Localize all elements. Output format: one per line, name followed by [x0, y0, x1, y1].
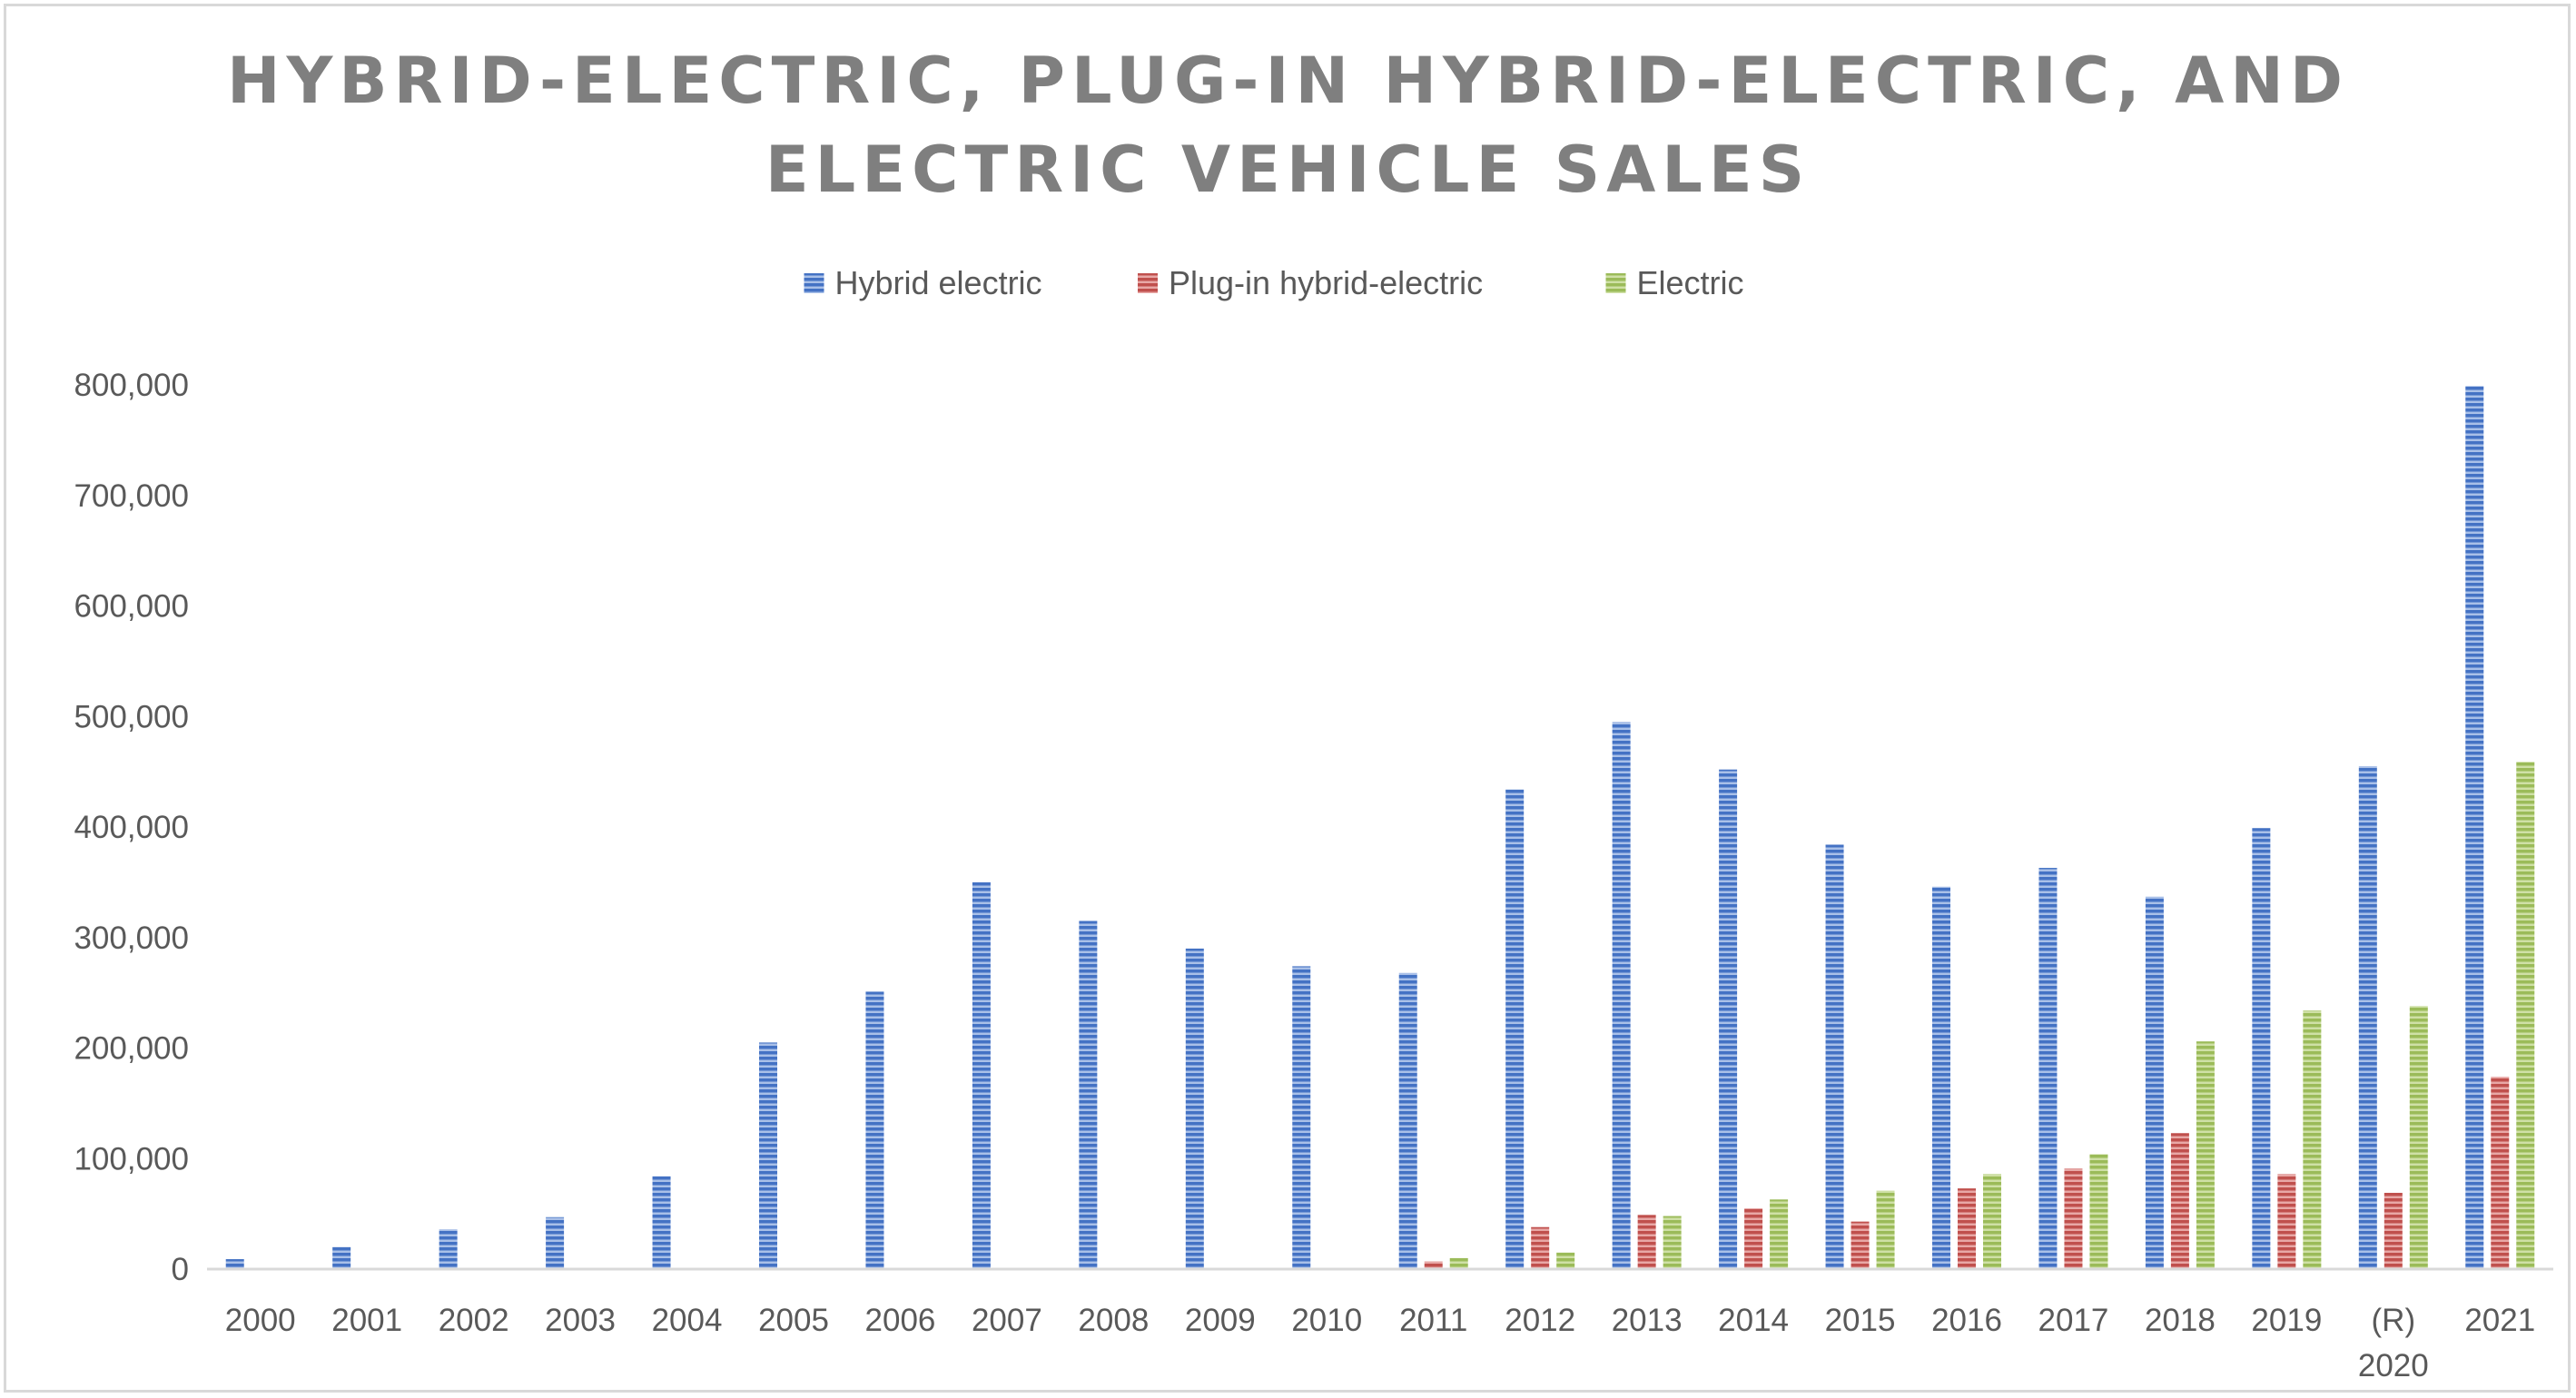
bar-plug-in-hybrid-electric-2012 — [1531, 1226, 1550, 1269]
bar-hybrid-electric-2006 — [865, 991, 884, 1269]
bar-electric-2016 — [1983, 1174, 2001, 1269]
x-tick-label: (R) — [2372, 1303, 2416, 1338]
bar-hybrid-electric-2010 — [1292, 966, 1311, 1269]
bar-electric-2019 — [2303, 1010, 2322, 1269]
x-tick-label: 2016 — [1931, 1303, 2002, 1338]
x-tick-label: 2008 — [1078, 1303, 1149, 1338]
x-tick-label: 2003 — [545, 1303, 616, 1338]
bar-plug-in-hybrid-electric-2014 — [1744, 1208, 1763, 1269]
bar-electric-2015 — [1876, 1190, 1895, 1269]
bar-electric-2021 — [2516, 762, 2535, 1269]
bars — [225, 386, 2535, 1269]
legend-swatch — [1605, 273, 1626, 293]
x-tick-label: 2009 — [1185, 1303, 1256, 1338]
y-tick-label: 500,000 — [74, 699, 189, 734]
bar-plug-in-hybrid-electric-2017 — [2064, 1168, 2083, 1269]
x-tick-label: 2020 — [2358, 1348, 2429, 1383]
chart-title-line-1: HYBRID-ELECTRIC, PLUG-IN HYBRID-ELECTRIC… — [227, 44, 2349, 118]
chart-frame — [4, 4, 2571, 1393]
y-tick-label: 400,000 — [74, 810, 189, 845]
bar-hybrid-electric-2011 — [1398, 972, 1417, 1269]
x-tick-label: 2005 — [758, 1303, 829, 1338]
bar-plug-in-hybrid-electric-R2020 — [2384, 1192, 2403, 1269]
legend-label: Electric — [1637, 264, 1744, 301]
y-tick-label: 200,000 — [74, 1031, 189, 1067]
bar-plug-in-hybrid-electric-2018 — [2170, 1133, 2189, 1269]
bar-electric-2018 — [2196, 1041, 2215, 1269]
bar-hybrid-electric-2014 — [1719, 769, 1738, 1269]
bar-hybrid-electric-2005 — [759, 1042, 777, 1269]
bar-hybrid-electric-2002 — [439, 1229, 458, 1269]
bar-hybrid-electric-2015 — [1825, 844, 1844, 1269]
bar-hybrid-electric-2013 — [1612, 722, 1631, 1269]
x-tick-label: 2015 — [1825, 1303, 1896, 1338]
bar-electric-R2020 — [2409, 1006, 2428, 1269]
bar-hybrid-electric-2009 — [1185, 948, 1204, 1269]
bar-hybrid-electric-2001 — [332, 1246, 351, 1269]
legend-swatch — [804, 273, 824, 293]
legend-label: Plug-in hybrid-electric — [1169, 264, 1483, 301]
bar-hybrid-electric-2017 — [2038, 868, 2058, 1269]
y-tick-label: 700,000 — [74, 478, 189, 514]
y-axis: 0 100,000 200,000 300,000 400,000 500,000 600,… — [74, 368, 189, 1287]
bar-hybrid-electric-2016 — [1932, 886, 1950, 1269]
bar-hybrid-electric-2007 — [972, 881, 991, 1269]
bar-plug-in-hybrid-electric-2011 — [1424, 1261, 1443, 1269]
x-tick-label: 2019 — [2251, 1303, 2322, 1338]
x-tick-label: 2012 — [1505, 1303, 1575, 1338]
x-tick-label: 2013 — [1612, 1303, 1683, 1338]
x-axis: 2000 2001 2002 2003 2004 2005 2006 2007 2008 2009… — [207, 1267, 2553, 1383]
bar-hybrid-electric-2012 — [1505, 789, 1525, 1269]
y-tick-label: 100,000 — [74, 1141, 189, 1176]
bar-plug-in-hybrid-electric-2019 — [2277, 1174, 2296, 1269]
x-tick-label: 2006 — [865, 1303, 936, 1338]
legend: Hybrid electric Plug-in hybrid-electric El… — [804, 264, 1744, 301]
bar-hybrid-electric-2004 — [652, 1176, 671, 1269]
bar-plug-in-hybrid-electric-2015 — [1851, 1221, 1870, 1269]
x-tick-label: 2018 — [2145, 1303, 2216, 1338]
bar-plug-in-hybrid-electric-2016 — [1958, 1188, 1976, 1269]
bar-plug-in-hybrid-electric-2021 — [2491, 1077, 2510, 1269]
bar-electric-2014 — [1770, 1199, 1789, 1269]
x-tick-label: 2001 — [331, 1303, 402, 1338]
bar-hybrid-electric-2018 — [2145, 896, 2164, 1269]
bar-electric-2012 — [1556, 1252, 1575, 1269]
bar-hybrid-electric-2003 — [546, 1216, 565, 1269]
chart-title: HYBRID-ELECTRIC, PLUG-IN HYBRID-ELECTRIC… — [0, 36, 2576, 214]
bar-electric-2011 — [1449, 1257, 1468, 1269]
bar-electric-2013 — [1663, 1216, 1682, 1269]
y-tick-label: 0 — [172, 1252, 189, 1287]
x-tick-label: 2014 — [1718, 1303, 1789, 1338]
x-tick-label: 2000 — [225, 1303, 296, 1338]
bar-hybrid-electric-2019 — [2252, 828, 2271, 1269]
bar-electric-2017 — [2089, 1154, 2108, 1269]
y-tick-label: 800,000 — [74, 368, 189, 403]
bar-hybrid-electric-R2020 — [2358, 766, 2377, 1269]
bar-hybrid-electric-2000 — [225, 1259, 244, 1269]
y-tick-label: 600,000 — [74, 589, 189, 625]
bar-plug-in-hybrid-electric-2013 — [1637, 1215, 1656, 1269]
x-tick-label: 2010 — [1291, 1303, 1362, 1338]
x-tick-label: 2007 — [972, 1303, 1042, 1338]
x-tick-label: 2011 — [1399, 1303, 1467, 1338]
legend-label: Hybrid electric — [835, 264, 1042, 301]
bar-hybrid-electric-2021 — [2465, 386, 2484, 1269]
bar-hybrid-electric-2008 — [1079, 921, 1098, 1269]
y-tick-label: 300,000 — [74, 921, 189, 956]
x-tick-label: 2017 — [2038, 1303, 2109, 1338]
x-tick-label: 2002 — [439, 1303, 509, 1338]
legend-swatch — [1138, 273, 1158, 293]
x-tick-label: 2021 — [2464, 1303, 2535, 1338]
chart-title-line-2: ELECTRIC VEHICLE SALES — [765, 133, 1811, 207]
x-tick-label: 2004 — [652, 1303, 723, 1338]
